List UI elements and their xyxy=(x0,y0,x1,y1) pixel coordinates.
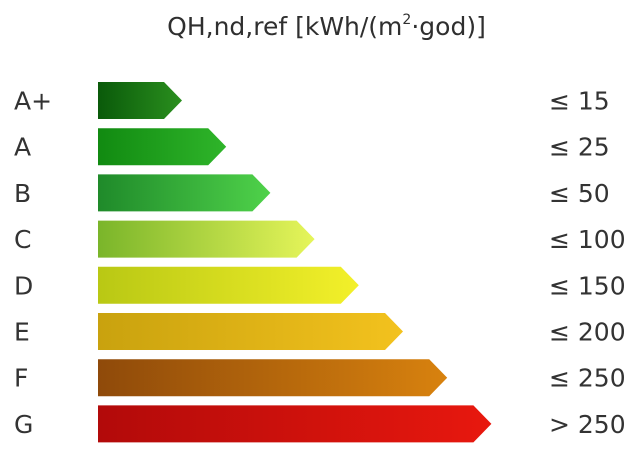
bar-a xyxy=(98,128,227,166)
bar-e xyxy=(98,313,403,350)
chart-title: QH,nd,ref [kWh/(m2·god)] xyxy=(0,12,643,41)
class-label-g: G xyxy=(14,410,33,439)
bar-b xyxy=(98,174,271,212)
bar-g xyxy=(98,405,492,443)
class-label-c: C xyxy=(14,225,31,254)
bar-d xyxy=(98,266,359,304)
limit-label-a-plus: ≤ 15 xyxy=(549,87,610,116)
chart-title-superscript: 2 xyxy=(402,12,412,28)
bar-a-plus xyxy=(98,82,182,119)
class-label-d: D xyxy=(14,271,33,300)
class-label-e: E xyxy=(14,318,30,347)
limit-label-b: ≤ 50 xyxy=(549,179,610,208)
limit-label-c: ≤ 100 xyxy=(549,225,626,254)
limit-label-d: ≤ 150 xyxy=(549,271,626,300)
limit-label-e: ≤ 200 xyxy=(549,318,626,347)
limit-label-a: ≤ 25 xyxy=(549,133,610,162)
class-label-f: F xyxy=(14,364,28,393)
bar-c xyxy=(98,220,315,258)
class-label-a-plus: A+ xyxy=(14,87,52,116)
limit-label-f: ≤ 250 xyxy=(549,364,626,393)
bars-group xyxy=(98,82,492,443)
limit-labels-group: ≤ 15 ≤ 25 ≤ 50 ≤ 100 ≤ 150 ≤ 200 ≤ 250 > 250 xyxy=(549,87,626,439)
class-label-a: A xyxy=(14,133,31,162)
chart-title-main: QH,nd,ref [kWh/(m xyxy=(167,12,403,41)
limit-label-g: > 250 xyxy=(549,410,626,439)
chart-title-tail: ·god)] xyxy=(411,12,486,41)
bar-f xyxy=(98,359,448,397)
class-label-b: B xyxy=(14,179,31,208)
